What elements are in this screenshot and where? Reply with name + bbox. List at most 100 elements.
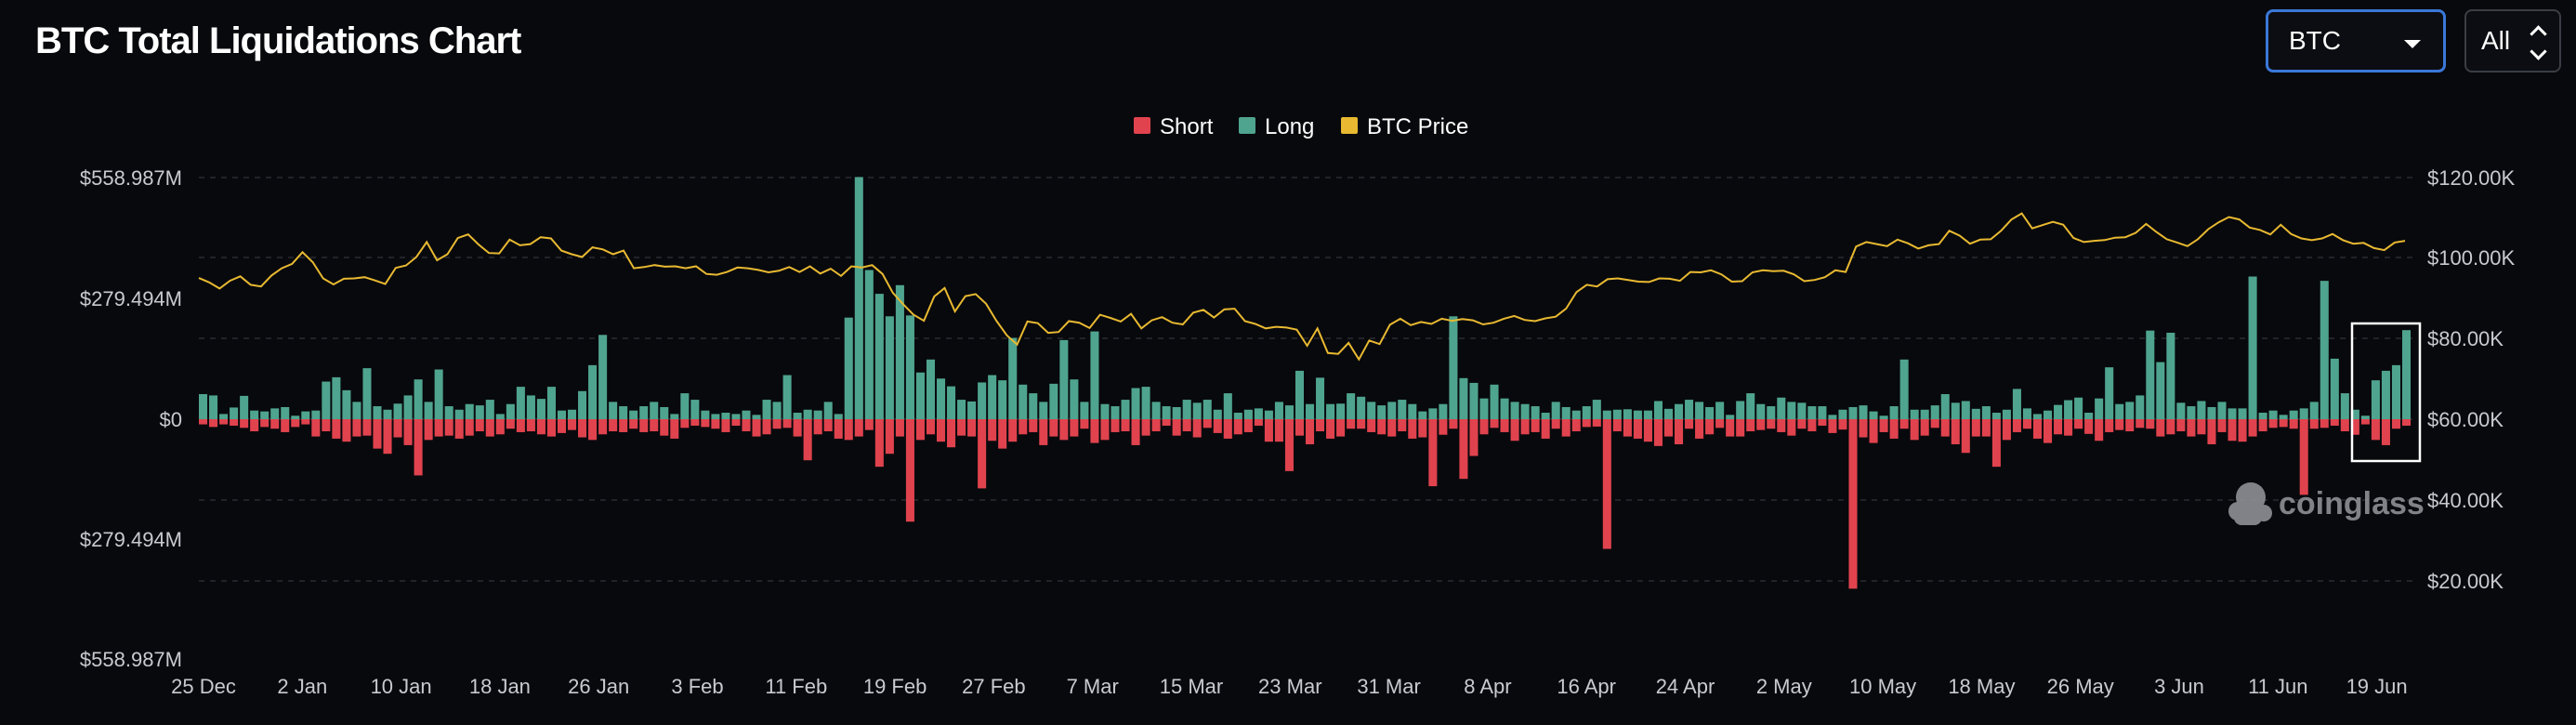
- short-bar[interactable]: [230, 419, 239, 426]
- legend-label-short[interactable]: Short: [1160, 114, 1214, 139]
- short-bar[interactable]: [1316, 419, 1325, 432]
- short-bar[interactable]: [250, 419, 259, 432]
- short-bar[interactable]: [1284, 419, 1294, 471]
- short-bar[interactable]: [1080, 419, 1089, 429]
- long-bar[interactable]: [1100, 403, 1110, 419]
- long-bar[interactable]: [1500, 398, 1509, 419]
- short-bar[interactable]: [1357, 419, 1366, 429]
- short-bar[interactable]: [1510, 419, 1519, 442]
- long-bar[interactable]: [1910, 409, 1919, 419]
- short-bar[interactable]: [1807, 419, 1817, 432]
- long-bar[interactable]: [2371, 380, 2380, 419]
- short-bar[interactable]: [301, 419, 310, 425]
- long-bar[interactable]: [2350, 409, 2359, 419]
- long-bar[interactable]: [937, 378, 946, 419]
- short-bar[interactable]: [895, 419, 904, 437]
- short-bar[interactable]: [731, 419, 741, 426]
- long-bar[interactable]: [905, 315, 914, 419]
- long-bar[interactable]: [1592, 400, 1601, 419]
- long-bar[interactable]: [270, 408, 280, 419]
- short-bar[interactable]: [1828, 419, 1837, 433]
- short-bar[interactable]: [1264, 419, 1273, 442]
- short-bar[interactable]: [2022, 419, 2031, 429]
- short-bar[interactable]: [988, 419, 997, 442]
- short-bar[interactable]: [629, 419, 638, 429]
- long-bar[interactable]: [1623, 409, 1632, 419]
- long-bar[interactable]: [1111, 406, 1120, 419]
- long-bar[interactable]: [978, 382, 987, 419]
- long-bar[interactable]: [2381, 370, 2390, 419]
- short-bar[interactable]: [2258, 419, 2267, 432]
- long-bar[interactable]: [680, 393, 690, 419]
- long-bar[interactable]: [2115, 403, 2124, 419]
- long-bar[interactable]: [352, 402, 361, 419]
- long-bar[interactable]: [1439, 403, 1448, 419]
- long-bar[interactable]: [2238, 408, 2247, 419]
- long-bar[interactable]: [465, 403, 474, 419]
- short-bar[interactable]: [844, 419, 853, 441]
- short-bar[interactable]: [1787, 419, 1796, 436]
- long-bar[interactable]: [813, 410, 822, 419]
- short-bar[interactable]: [854, 419, 863, 437]
- long-bar[interactable]: [1940, 394, 1950, 419]
- long-bar[interactable]: [2391, 364, 2400, 419]
- short-bar[interactable]: [1571, 419, 1581, 432]
- long-bar[interactable]: [362, 368, 372, 419]
- long-bar[interactable]: [1612, 409, 1622, 419]
- short-bar[interactable]: [536, 419, 545, 435]
- long-bar[interactable]: [1951, 402, 1960, 419]
- short-bar[interactable]: [834, 419, 843, 439]
- short-bar[interactable]: [813, 419, 822, 435]
- short-bar[interactable]: [485, 419, 494, 437]
- long-bar[interactable]: [2401, 330, 2412, 419]
- short-bar[interactable]: [885, 419, 894, 455]
- short-bar[interactable]: [650, 419, 659, 432]
- long-bar[interactable]: [219, 414, 229, 419]
- short-bar[interactable]: [1940, 419, 1950, 437]
- long-bar[interactable]: [1162, 406, 1171, 419]
- short-bar[interactable]: [639, 419, 649, 432]
- long-bar[interactable]: [2217, 402, 2227, 419]
- long-bar[interactable]: [546, 387, 556, 419]
- short-bar[interactable]: [2309, 419, 2319, 429]
- long-bar[interactable]: [250, 410, 259, 419]
- long-bar[interactable]: [2032, 414, 2043, 419]
- long-bar[interactable]: [1879, 415, 1888, 419]
- long-bar[interactable]: [947, 386, 956, 419]
- short-bar[interactable]: [1029, 419, 1038, 432]
- long-bar[interactable]: [1019, 384, 1028, 419]
- long-bar[interactable]: [1777, 397, 1786, 419]
- short-bar[interactable]: [1746, 419, 1755, 432]
- long-bar[interactable]: [2022, 408, 2031, 419]
- long-bar[interactable]: [373, 406, 382, 419]
- long-bar[interactable]: [1675, 403, 1684, 419]
- short-bar[interactable]: [1961, 419, 1970, 454]
- short-bar[interactable]: [1675, 419, 1684, 444]
- short-bar[interactable]: [1531, 419, 1540, 432]
- short-bar[interactable]: [598, 419, 608, 435]
- short-bar[interactable]: [291, 419, 300, 428]
- long-bar[interactable]: [874, 294, 884, 419]
- long-bar[interactable]: [383, 409, 392, 419]
- legend-label-long[interactable]: Long: [1265, 114, 1314, 139]
- short-bar[interactable]: [1306, 419, 1315, 444]
- long-bar[interactable]: [322, 381, 331, 419]
- short-bar[interactable]: [1059, 419, 1069, 441]
- short-bar[interactable]: [2371, 419, 2380, 441]
- short-bar[interactable]: [1039, 419, 1048, 445]
- short-bar[interactable]: [2176, 419, 2186, 432]
- long-bar[interactable]: [291, 415, 300, 419]
- long-bar[interactable]: [209, 395, 218, 419]
- short-bar[interactable]: [1326, 419, 1335, 439]
- short-bar[interactable]: [1070, 419, 1079, 437]
- short-bar[interactable]: [823, 419, 833, 432]
- short-bar[interactable]: [1848, 419, 1858, 589]
- long-bar[interactable]: [1172, 406, 1181, 419]
- short-bar[interactable]: [1500, 419, 1509, 432]
- short-bar[interactable]: [1090, 419, 1099, 443]
- long-bar[interactable]: [1377, 405, 1387, 419]
- long-bar[interactable]: [536, 399, 545, 419]
- short-bar[interactable]: [209, 419, 218, 428]
- long-bar[interactable]: [967, 401, 977, 419]
- long-bar[interactable]: [1971, 408, 1980, 419]
